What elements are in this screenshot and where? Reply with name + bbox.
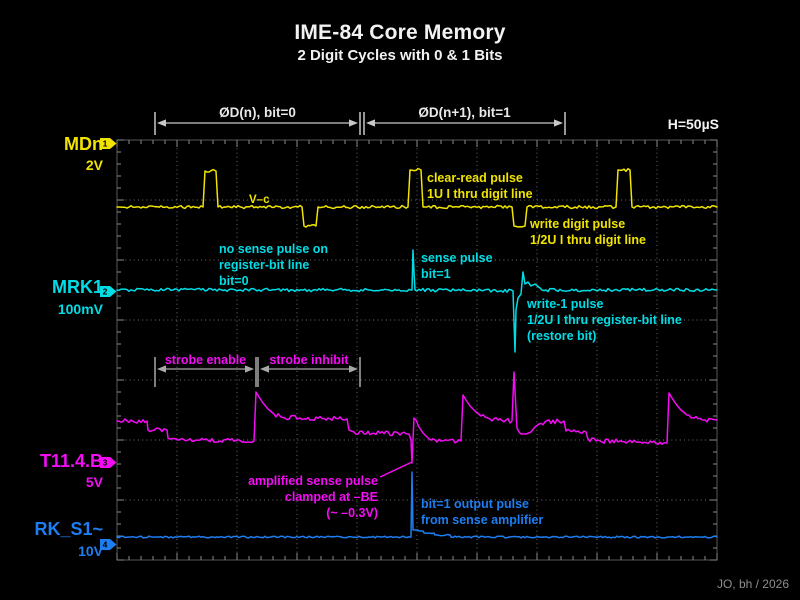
channel-tag-3 [100,457,117,468]
channel-tag-number-4: 4 [103,540,108,550]
strobe-span-strobe-enable-label: strobe enable [164,353,247,367]
cycle-span-d-n-bit-0-arrowhead [349,119,358,127]
strobe-span-strobe-inhibit-arrowhead [349,365,358,373]
annotation-write-1-pulse: write-1 pulse 1/2U I thru register-bit li… [527,297,682,343]
page-subtitle: 2 Digit Cycles with 0 & 1 Bits [297,47,503,64]
channel-tag-number-1: 1 [103,139,108,149]
strobe-span-strobe-inhibit-label: strobe inhibit [269,353,349,367]
trace-mdn [116,167,718,228]
strobe-span-strobe-enable-arrowhead [245,365,254,373]
strobe-span-strobe-enable-arrowhead [157,365,166,373]
timebase-label: H=50µS [667,116,719,132]
channel-name-t11-4-b: T11.4.B [39,451,103,471]
annotation-no-sense-pulse: no sense pulse on register-bit line bit=0 [219,242,329,288]
callout-line [379,461,413,478]
credit-label: JO, bh / 2026 [716,577,789,591]
trace-t11-4-b [116,371,718,464]
channel-tag-2 [100,286,117,297]
channel-tag-number-3: 3 [103,458,108,468]
channel-name-rk-s1: RK_S1~ [34,519,103,539]
channel-scale-rk-s1: 10V [78,543,103,559]
trace-rk-s1 [116,471,718,539]
annotation-amplified-sense-pulse: amplified sense pulse clamped at –BE (~ –0… [248,474,378,520]
annotation-bit1-output-pulse: bit=1 output pulse from sense amplifier [421,497,544,527]
annotation-clear-read-pulse: clear-read pulse 1U I thru digit line [427,171,533,201]
channel-name-mdn: MDn [64,134,103,154]
trace-mrk1 [116,249,718,353]
channel-tag-1 [100,138,117,149]
cycle-span-d-n-bit-0-arrowhead [157,119,166,127]
channel-name-mrk1: MRK1 [51,277,103,297]
annotation-write-digit-pulse: write digit pulse 1/2U I thru digit line [530,217,646,247]
channel-scale-mrk1: 100mV [57,301,103,317]
channel-tag-number-2: 2 [103,287,108,297]
page-title: IME-84 Core Memory [294,21,506,44]
cycle-span-d-n-1-bit-1-label: ØD(n+1), bit=1 [418,105,511,120]
cycle-span-d-n-1-bit-1-arrowhead [554,119,563,127]
channel-scale-mdn: 2V [85,157,103,173]
channel-scale-t11-4-b: 5V [85,474,103,490]
annotation-sense-pulse: sense pulse bit=1 [421,251,493,281]
annotation-v-c-label: V–c [249,194,270,206]
cycle-span-d-n-1-bit-1-arrowhead [366,119,375,127]
cycle-span-d-n-bit-0-label: ØD(n), bit=0 [219,105,296,120]
channel-tag-4 [100,539,117,550]
strobe-span-strobe-inhibit-arrowhead [260,365,269,373]
